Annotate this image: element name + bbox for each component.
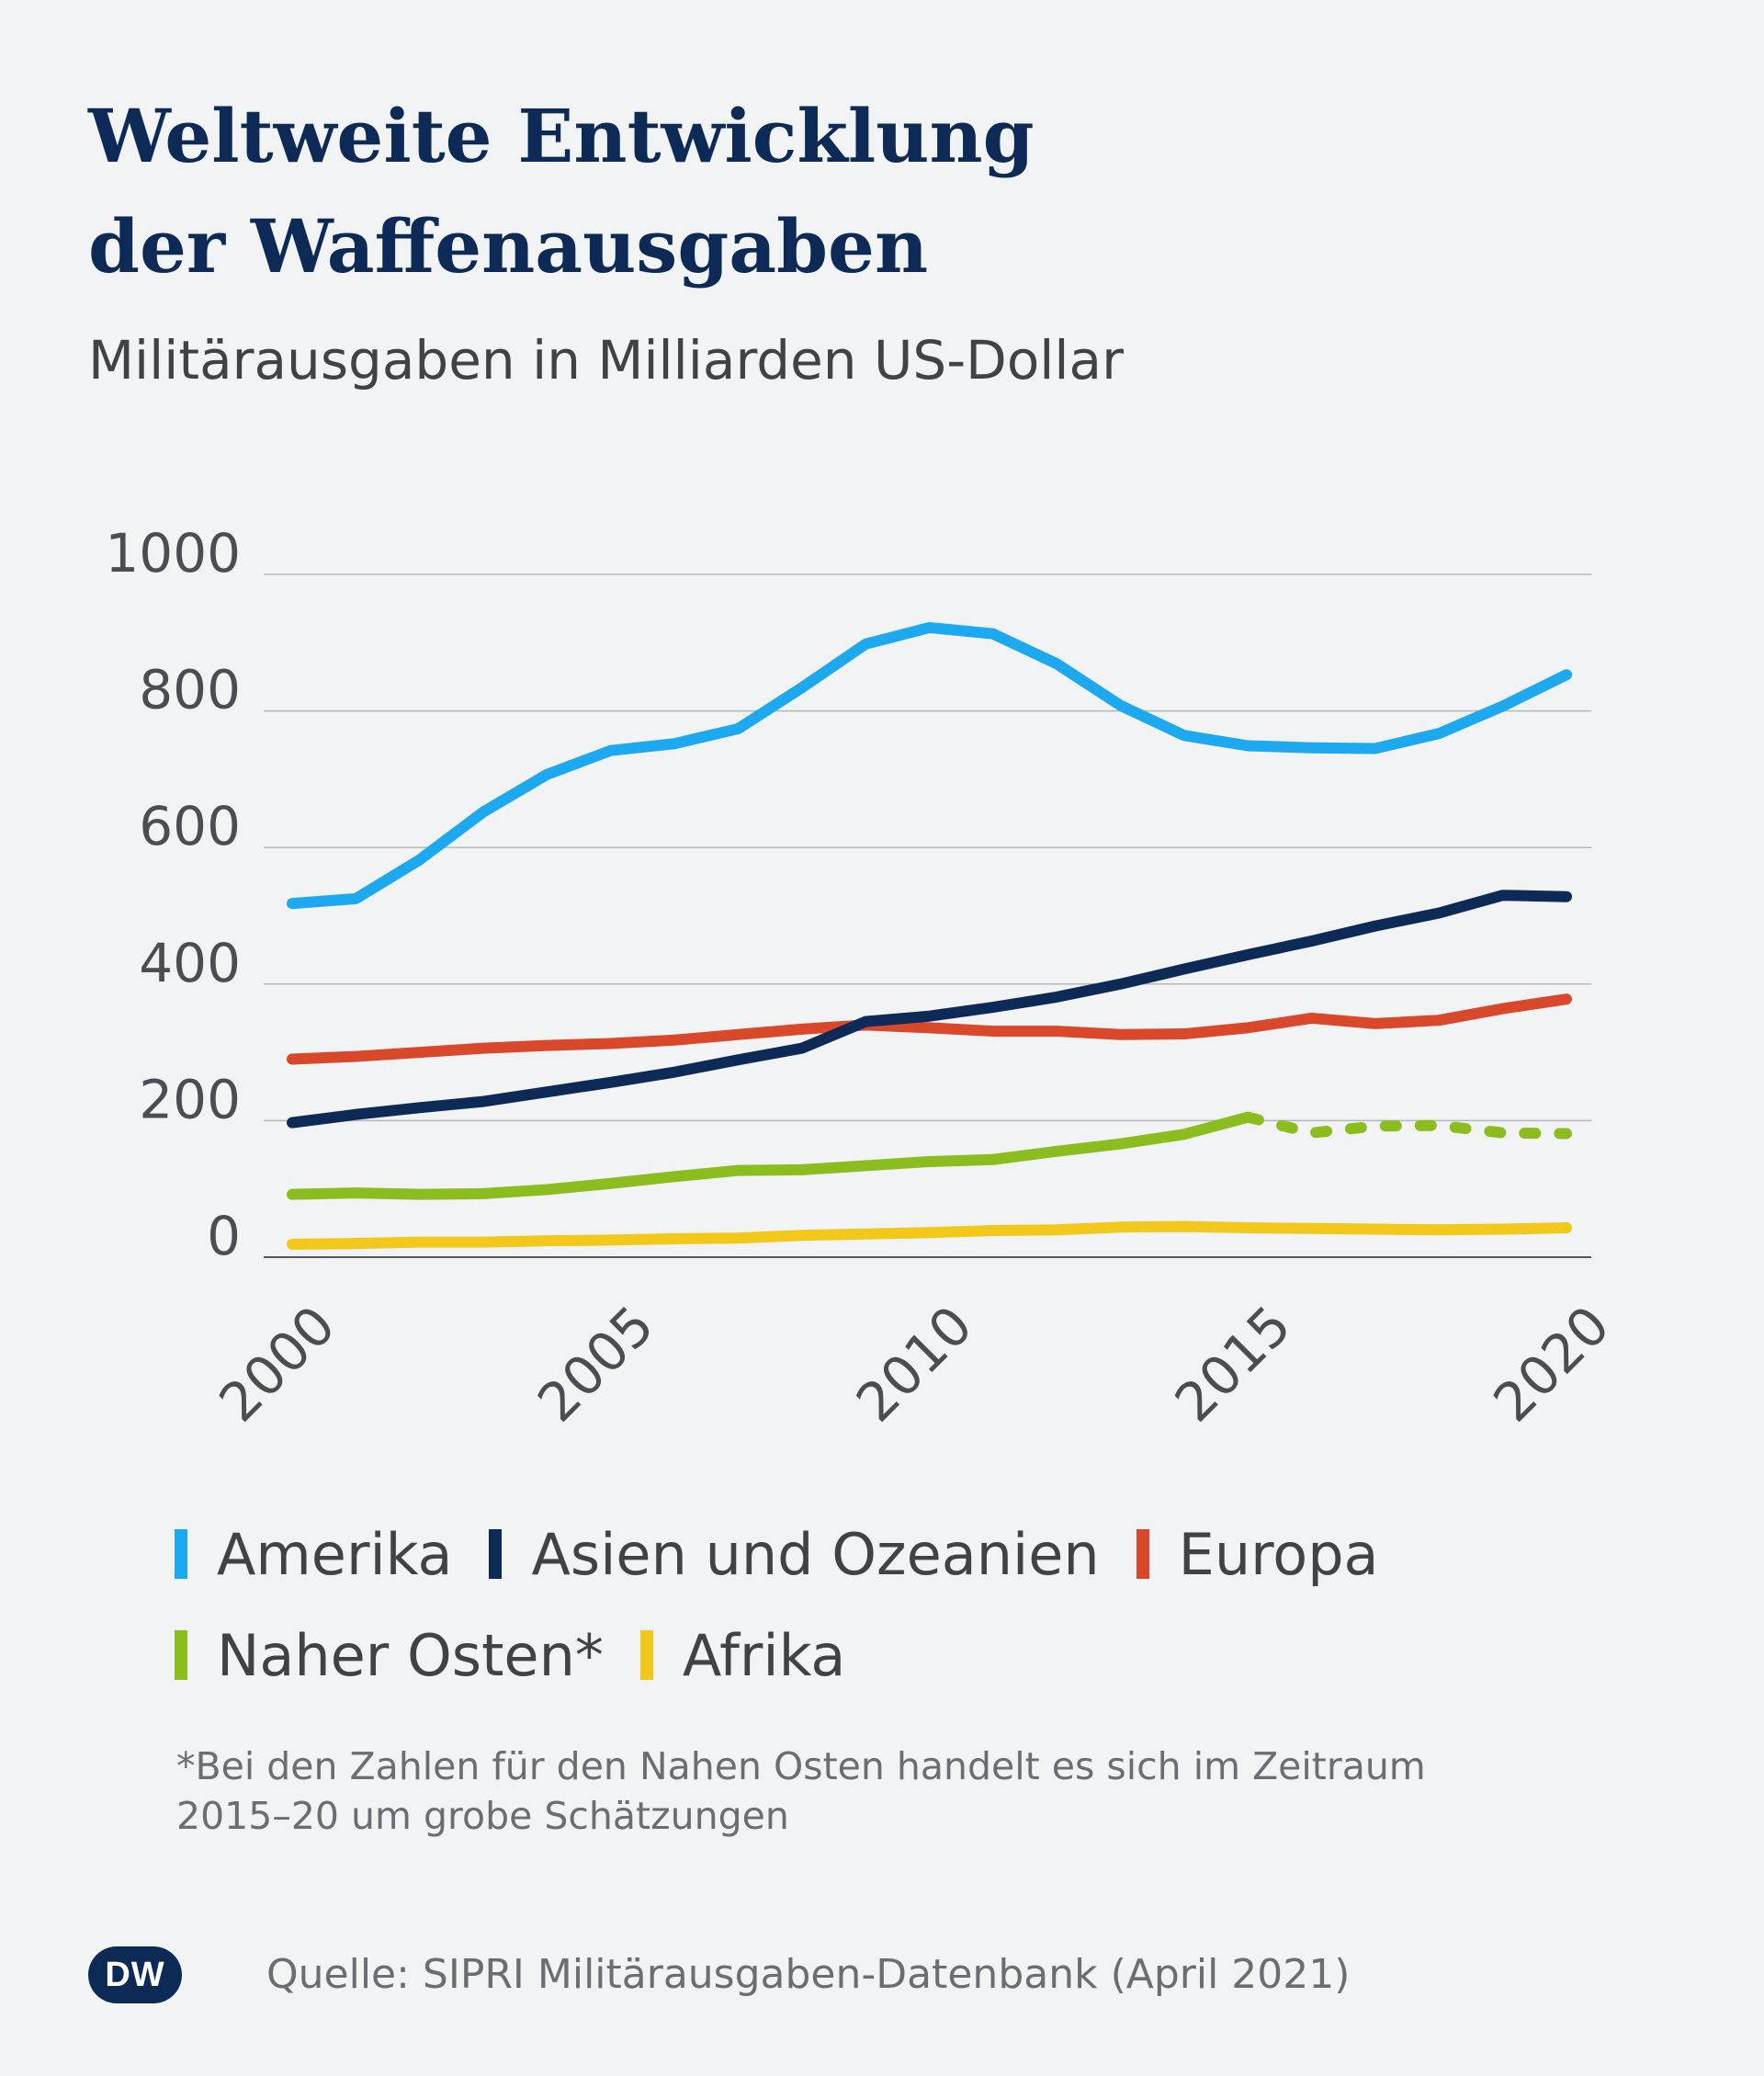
- legend-row-2: Naher Osten* Afrika: [175, 1605, 1690, 1706]
- footnote-line-2: 2015–20 um grobe Schätzungen: [176, 1794, 789, 1838]
- title-line-2: der Waffenausgaben: [88, 203, 929, 289]
- legend-row-1: Amerika Asien und Ozeanien Europa: [175, 1503, 1690, 1605]
- chart-subtitle: Militärausgaben in Milliarden US-Dollar: [88, 329, 1124, 391]
- legend-swatch-amerika: [175, 1529, 187, 1579]
- y-tick-label-800: 800: [139, 659, 241, 721]
- series-line-naher-osten: [287, 1111, 1254, 1200]
- footnote: *Bei den Zahlen für den Nahen Osten hand…: [176, 1741, 1555, 1841]
- y-tick-label-400: 400: [139, 932, 241, 994]
- series-line-amerika: [287, 621, 1572, 910]
- series-line-naher-osten-estimate: [1242, 1111, 1572, 1140]
- series-line-asien-und-ozeanien: [287, 890, 1572, 1129]
- title-line-1: Weltweite Entwicklung: [88, 93, 1035, 179]
- legend-item-europa: Europa: [1136, 1521, 1379, 1588]
- legend-swatch-asien: [489, 1529, 503, 1579]
- legend-swatch-afrika: [639, 1630, 653, 1680]
- x-tick-label-2010: 2010: [844, 1294, 984, 1434]
- y-tick-label-0: 0: [207, 1205, 241, 1267]
- legend-item-afrika: Afrika: [639, 1621, 846, 1689]
- x-tick-label-2005: 2005: [526, 1294, 665, 1434]
- legend-item-naher-osten: Naher Osten*: [175, 1622, 604, 1689]
- legend-swatch-naher-osten: [175, 1630, 187, 1680]
- dw-logo: DW: [88, 1946, 182, 2003]
- legend: Amerika Asien und Ozeanien Europa Naher …: [175, 1503, 1690, 1706]
- legend-label-amerika: Amerika: [217, 1520, 453, 1588]
- footnote-line-1: *Bei den Zahlen für den Nahen Osten hand…: [176, 1744, 1426, 1788]
- x-tick-label-2015: 2015: [1163, 1294, 1303, 1434]
- x-tick-label-2000: 2000: [207, 1294, 346, 1434]
- series-line-afrika: [287, 1220, 1572, 1250]
- chart-title: Weltweite Entwicklung der Waffenausgaben: [88, 81, 1650, 301]
- source-note: Quelle: SIPRI Militärausgaben-Datenbank …: [266, 1951, 1351, 1998]
- series-line-europa: [287, 993, 1572, 1065]
- legend-label-asien: Asien und Ozeanien: [531, 1520, 1100, 1588]
- legend-item-amerika: Amerika: [175, 1521, 452, 1588]
- legend-label-naher-osten: Naher Osten*: [217, 1621, 604, 1689]
- y-tick-label-1000: 1000: [105, 522, 241, 584]
- legend-swatch-europa: [1136, 1529, 1149, 1579]
- legend-label-europa: Europa: [1178, 1520, 1379, 1588]
- y-tick-label-600: 600: [139, 795, 241, 857]
- line-chart: 0 200 400 600 800 1000 2000 2005 2010 2015 2020: [105, 522, 1622, 1434]
- legend-item-asien: Asien und Ozeanien: [489, 1520, 1100, 1588]
- legend-label-afrika: Afrika: [682, 1621, 846, 1689]
- y-tick-label-200: 200: [139, 1068, 241, 1130]
- x-tick-label-2020: 2020: [1481, 1294, 1621, 1434]
